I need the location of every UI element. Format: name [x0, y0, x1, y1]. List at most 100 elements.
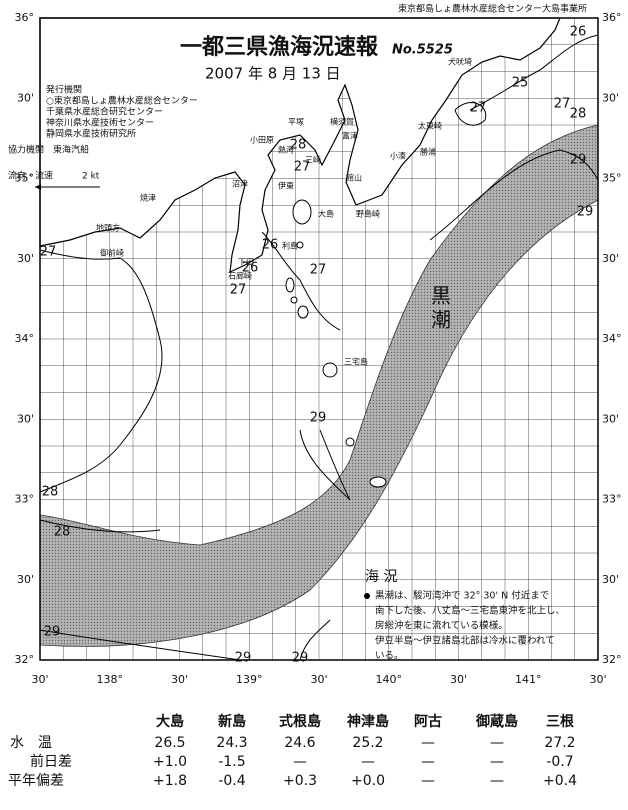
isotherm-label: 25: [512, 76, 529, 91]
lat-label: 30': [17, 91, 34, 104]
table-cell: +0.0: [351, 773, 385, 789]
lat-label: 35°: [15, 172, 35, 185]
isotherm-label: 27: [40, 245, 57, 260]
publisher: 神奈川県水産技術センター: [46, 117, 154, 129]
lon-label: 30': [171, 673, 188, 686]
isotherm-label: 29: [570, 153, 587, 168]
lon-label: 139°: [236, 673, 263, 686]
lon-label: 30': [31, 673, 48, 686]
isotherm-label: 29: [44, 625, 61, 640]
lat-label: 32°: [602, 653, 622, 666]
lon-label: 141°: [515, 673, 542, 686]
publisher: 静岡県水産技術研究所: [46, 128, 136, 140]
kuroshio-label: 黒潮: [428, 285, 452, 333]
table-header: 新島: [218, 713, 246, 730]
place-name: 利島: [282, 241, 298, 251]
lon-label: 30': [310, 673, 327, 686]
isotherm-label: 27: [470, 101, 487, 116]
isotherm-label: 27: [294, 160, 311, 175]
table-header: 大島: [156, 713, 184, 730]
lat-label: 30': [17, 412, 34, 425]
table-cell: -1.5: [218, 754, 245, 770]
table-cell: -0.7: [546, 754, 573, 770]
table-cell: —: [490, 754, 504, 770]
summary-line: 伊豆半島～伊豆諸島北部は冷水に覆われて: [375, 635, 555, 647]
lon-label: 30': [589, 673, 606, 686]
table-header: 御蔵島: [475, 713, 518, 730]
cooperator: 協力機関 東海汽船: [8, 144, 89, 156]
isotherm-label: 26: [242, 261, 259, 276]
lon-label: 30': [450, 673, 467, 686]
table-cell: —: [421, 754, 435, 770]
islands: [285, 199, 387, 488]
lat-label: 30': [602, 412, 619, 425]
place-name: 地頭方: [96, 223, 120, 233]
table-cell: —: [490, 773, 504, 789]
table-cell: 27.2: [544, 735, 575, 751]
table-header: 三根: [546, 713, 575, 730]
isotherm-label: 28: [290, 138, 307, 153]
lat-label: 30': [17, 252, 34, 265]
place-name: 小田原: [250, 136, 274, 145]
issue-no: No.5525: [392, 43, 453, 58]
lat-label: 32°: [15, 653, 35, 666]
table-cell: —: [293, 754, 307, 770]
table-cell: 25.2: [352, 735, 383, 751]
summary-line: いる。: [375, 651, 404, 662]
lat-label: 30': [602, 91, 619, 104]
table-header: 阿古: [414, 713, 442, 730]
isotherm-label: 28: [42, 485, 59, 500]
lat-label: 30': [602, 252, 619, 265]
lat-label: 34°: [602, 332, 622, 345]
lat-label: 33°: [15, 493, 35, 506]
place-name: 横須賀: [330, 117, 354, 127]
place-name: 御前崎: [100, 248, 124, 258]
place-name: 館山: [346, 173, 362, 183]
kuroshio-band: [39, 124, 599, 647]
current-legend: 流向・流速: [8, 170, 53, 182]
table-cell: +1.8: [153, 773, 187, 789]
lat-label: 35°: [602, 172, 622, 185]
lat-label: 36°: [15, 11, 35, 24]
date: 2007 年 8 月 13 日: [205, 65, 341, 83]
table-cell: 26.5: [154, 735, 185, 751]
place-name: 伊東: [278, 181, 294, 191]
place-name: 三宅島: [344, 357, 368, 367]
lat-label: 36°: [602, 11, 622, 24]
place-name: 犬吠埼: [448, 57, 472, 67]
place-name: 下田: [238, 258, 254, 267]
isotherm-label: 29: [310, 411, 327, 426]
place-name: 小湊: [390, 151, 406, 161]
table-cell: 24.6: [284, 735, 315, 751]
table-cell: +1.0: [153, 754, 187, 770]
current-speed: 2 kt: [82, 172, 100, 182]
place-name: 太東崎: [418, 121, 442, 131]
place-name: 沼津: [232, 179, 248, 189]
table-cell: —: [421, 735, 435, 751]
isotherm-label: 29: [235, 651, 252, 666]
map-frame: [39, 17, 599, 661]
place-name: 三崎: [305, 155, 321, 165]
place-name: 平塚: [288, 118, 304, 127]
summary-bullet: [364, 593, 370, 599]
row-label: 前日差: [30, 753, 72, 770]
place-name: 大島: [318, 209, 334, 219]
table-cell: —: [421, 773, 435, 789]
table-cell: 24.3: [216, 735, 247, 751]
coastline: [39, 17, 561, 273]
table-cell: -0.4: [218, 773, 245, 789]
agency-line: 東京都島しょ農林水産総合センター大島事業所: [398, 3, 587, 15]
table-cell: —: [361, 754, 375, 770]
isotherm-label: 27: [230, 283, 247, 298]
publishers-heading: 発行機関: [46, 84, 82, 96]
table-cell: —: [490, 735, 504, 751]
isotherm-label: 27: [554, 97, 571, 112]
isotherm-label: 27: [310, 263, 327, 278]
publisher: ○東京都島しょ農林水産総合センター: [46, 95, 198, 107]
summary-line: 房総沖を東に流れている模様。: [375, 620, 508, 632]
isotherm-label: 26: [570, 25, 587, 40]
lat-label: 34°: [15, 332, 35, 345]
place-name: 焼津: [140, 193, 156, 203]
lat-label: 30': [17, 573, 34, 586]
